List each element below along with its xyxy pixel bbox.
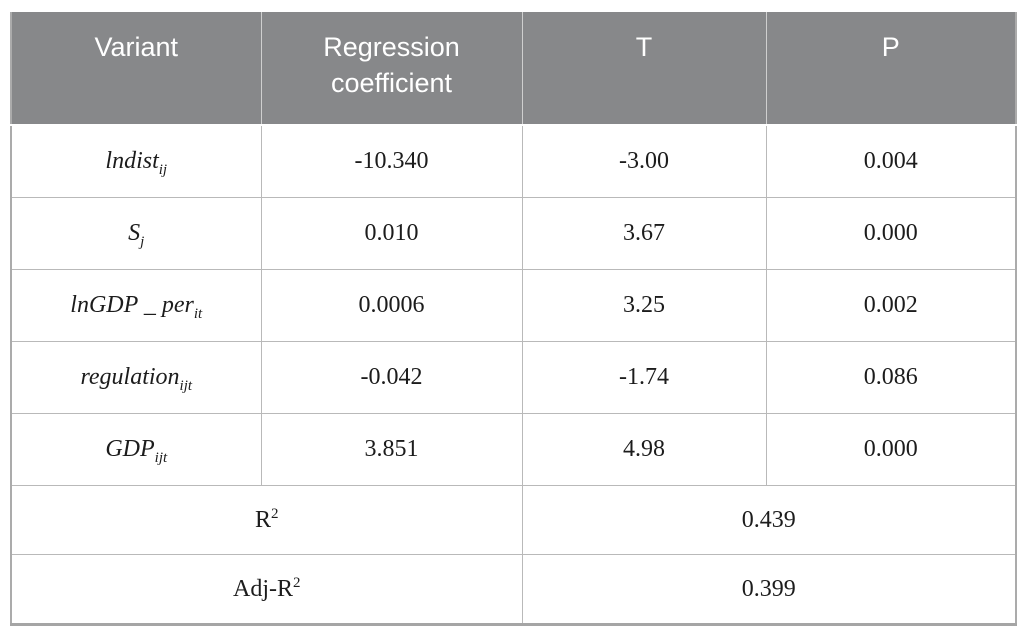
regression-results-table: Variant Regression coefficient T P lndis…	[10, 12, 1017, 626]
adj-r-squared-label-cell: Adj-R2	[10, 554, 523, 625]
p-cell: 0.000	[765, 197, 1017, 270]
variant-cell: Sj	[10, 197, 262, 270]
header-row: Variant Regression coefficient T P	[11, 12, 1016, 126]
coefficient-cell: 0.010	[260, 197, 523, 270]
table-row: lndistij -10.340 -3.00 0.004	[10, 124, 1017, 198]
t-cell: 3.67	[521, 197, 767, 270]
table-row: Sj 0.010 3.67 0.000	[10, 197, 1017, 270]
t-cell: -1.74	[521, 341, 767, 414]
table-body: lndistij -10.340 -3.00 0.004 Sj 0.010 3.…	[10, 124, 1017, 625]
t-cell: 3.25	[521, 269, 767, 342]
variant-cell: GDPijt	[10, 413, 262, 486]
coefficient-cell: 3.851	[260, 413, 523, 486]
variable-subscript: it	[193, 305, 203, 322]
coefficient-cell: -10.340	[260, 124, 523, 198]
r-squared-row: R2 0.439	[10, 485, 1017, 555]
regression-results-table-container: Variant Regression coefficient T P lndis…	[10, 12, 1017, 626]
variable-subscript: ijt	[154, 449, 168, 466]
p-cell: 0.004	[765, 124, 1017, 198]
header-p: P	[765, 12, 1016, 126]
variable-subscript: ij	[158, 161, 168, 178]
t-cell: 4.98	[521, 413, 767, 486]
adj-r-squared-superscript: 2	[293, 574, 301, 591]
coefficient-cell: 0.0006	[260, 269, 523, 342]
r-squared-value-cell: 0.439	[521, 485, 1017, 555]
header-regression-coefficient: Regression coefficient	[260, 12, 522, 126]
table-row: GDPijt 3.851 4.98 0.000	[10, 413, 1017, 486]
table-row: lnGDP _ perit 0.0006 3.25 0.002	[10, 269, 1017, 342]
variable-subscript: j	[140, 233, 145, 250]
adj-r-squared-row: Adj-R2 0.399	[10, 554, 1017, 625]
variant-cell: regulationijt	[10, 341, 262, 414]
variable-name: regulation	[80, 364, 180, 390]
variant-cell: lndistij	[10, 124, 262, 198]
variable-name: lnGDP _ per	[70, 292, 194, 318]
r-squared-label: R	[254, 506, 271, 533]
variable-subscript: ijt	[179, 377, 193, 394]
header-t: T	[521, 12, 766, 126]
variable-name: S	[128, 220, 141, 246]
header-variant: Variant	[11, 12, 261, 126]
p-cell: 0.086	[765, 341, 1017, 414]
p-cell: 0.000	[765, 413, 1017, 486]
variable-name: lndist	[105, 148, 159, 174]
p-cell: 0.002	[765, 269, 1017, 342]
variant-cell: lnGDP _ perit	[10, 269, 262, 342]
adj-r-squared-value-cell: 0.399	[521, 554, 1017, 625]
coefficient-cell: -0.042	[260, 341, 523, 414]
r-squared-label-cell: R2	[10, 485, 523, 555]
table-row: regulationijt -0.042 -1.74 0.086	[10, 341, 1017, 414]
t-cell: -3.00	[521, 124, 767, 198]
r-squared-superscript: 2	[271, 505, 279, 522]
variable-name: GDP	[105, 436, 155, 462]
table-header: Variant Regression coefficient T P	[11, 12, 1016, 126]
adj-r-squared-label: Adj-R	[233, 575, 293, 602]
